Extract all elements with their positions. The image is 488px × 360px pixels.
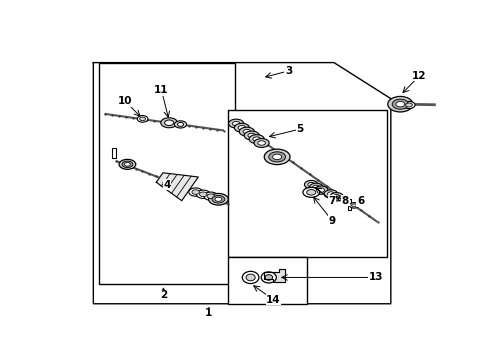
Ellipse shape <box>327 192 334 196</box>
Ellipse shape <box>124 163 130 166</box>
Ellipse shape <box>228 119 244 128</box>
Bar <box>112 148 116 158</box>
Ellipse shape <box>206 194 214 198</box>
Ellipse shape <box>309 183 323 192</box>
Ellipse shape <box>405 103 411 107</box>
Ellipse shape <box>174 121 186 128</box>
Text: 5: 5 <box>296 124 303 134</box>
Ellipse shape <box>402 102 414 109</box>
Ellipse shape <box>247 133 255 138</box>
Ellipse shape <box>391 99 407 109</box>
Ellipse shape <box>304 180 317 189</box>
Text: 10: 10 <box>118 96 133 107</box>
Ellipse shape <box>261 272 276 283</box>
Text: 11: 11 <box>154 85 168 95</box>
Ellipse shape <box>272 154 281 159</box>
Ellipse shape <box>137 116 147 122</box>
Ellipse shape <box>312 185 319 190</box>
Ellipse shape <box>243 129 250 134</box>
Ellipse shape <box>324 190 337 198</box>
Ellipse shape <box>264 275 272 280</box>
Bar <box>347 199 351 210</box>
Ellipse shape <box>161 118 177 128</box>
Polygon shape <box>264 269 284 282</box>
Ellipse shape <box>257 141 265 145</box>
Ellipse shape <box>119 159 136 169</box>
Ellipse shape <box>349 203 358 208</box>
Ellipse shape <box>196 190 210 198</box>
Ellipse shape <box>199 192 206 197</box>
Text: 13: 13 <box>367 273 382 283</box>
Ellipse shape <box>252 137 260 141</box>
Ellipse shape <box>215 197 222 201</box>
Ellipse shape <box>264 149 289 165</box>
Ellipse shape <box>387 96 412 112</box>
Ellipse shape <box>244 131 259 140</box>
Ellipse shape <box>307 183 314 187</box>
Ellipse shape <box>140 117 145 121</box>
Ellipse shape <box>351 204 356 207</box>
Ellipse shape <box>242 271 259 284</box>
Text: 1: 1 <box>205 309 212 319</box>
Ellipse shape <box>317 188 324 192</box>
Ellipse shape <box>248 135 264 144</box>
Bar <box>99 63 235 284</box>
Ellipse shape <box>203 192 217 201</box>
Ellipse shape <box>395 102 404 107</box>
Polygon shape <box>156 173 198 201</box>
Ellipse shape <box>332 194 339 199</box>
Ellipse shape <box>239 127 254 136</box>
Ellipse shape <box>245 274 255 281</box>
Text: 3: 3 <box>285 66 291 76</box>
Ellipse shape <box>314 186 327 194</box>
Ellipse shape <box>164 120 173 126</box>
Ellipse shape <box>234 123 249 132</box>
Ellipse shape <box>191 190 199 194</box>
Bar <box>227 110 386 257</box>
Text: 4: 4 <box>163 180 171 190</box>
Ellipse shape <box>253 139 268 148</box>
Text: 12: 12 <box>411 71 426 81</box>
Ellipse shape <box>177 122 183 126</box>
Text: 8: 8 <box>341 195 348 206</box>
Ellipse shape <box>188 188 202 196</box>
Ellipse shape <box>122 161 133 167</box>
Text: 9: 9 <box>328 216 335 226</box>
Text: 2: 2 <box>160 291 167 301</box>
Ellipse shape <box>238 126 245 130</box>
Ellipse shape <box>306 190 315 195</box>
Ellipse shape <box>329 193 343 201</box>
Text: 14: 14 <box>265 294 280 305</box>
Polygon shape <box>93 63 390 304</box>
Ellipse shape <box>232 121 240 126</box>
Ellipse shape <box>302 187 319 197</box>
Ellipse shape <box>212 195 224 203</box>
Text: 7: 7 <box>328 195 335 206</box>
Ellipse shape <box>268 152 285 162</box>
Ellipse shape <box>208 193 228 205</box>
Bar <box>227 257 307 304</box>
Text: 6: 6 <box>356 196 364 206</box>
